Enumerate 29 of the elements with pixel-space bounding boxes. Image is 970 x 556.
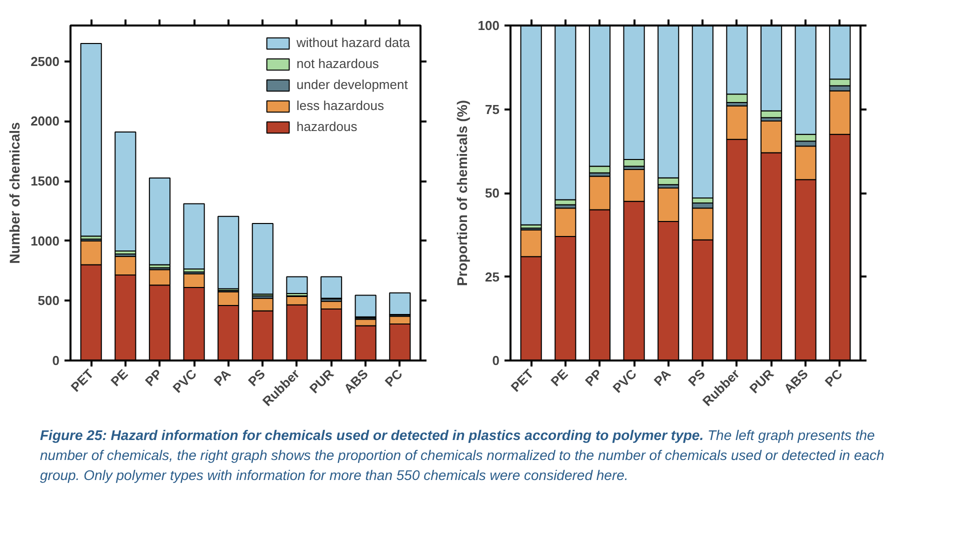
x-tick-label: PC <box>822 366 846 390</box>
y-tick-label: 25 <box>485 269 500 284</box>
legend-label: less hazardous <box>296 98 384 113</box>
y-tick-label: 75 <box>485 102 500 117</box>
y-tick-label: 2500 <box>30 54 60 69</box>
x-tick-label: PC <box>382 366 406 390</box>
x-tick-label: PS <box>685 366 708 390</box>
legend-label: without hazard data <box>296 35 410 50</box>
x-tick-label: PS <box>245 366 268 390</box>
y-axis-title: Proportion of chemicals (%) <box>454 100 470 286</box>
legend-label: not hazardous <box>296 56 379 71</box>
y-axis-title: Number of chemicals <box>6 122 23 264</box>
y-tick-label: 500 <box>38 293 60 308</box>
x-tick-label: PE <box>548 366 571 390</box>
x-tick-label: PP <box>142 366 166 390</box>
y-tick-label: 50 <box>485 186 500 200</box>
y-tick-label: 0 <box>492 353 500 368</box>
y-tick-label: 100 <box>478 18 500 33</box>
x-tick-label: PA <box>210 366 234 389</box>
x-tick-label: PA <box>650 366 674 389</box>
x-tick-label: PE <box>108 366 131 390</box>
legend-label: hazardous <box>296 119 358 134</box>
legend-label: under development <box>296 77 408 92</box>
y-tick-label: 1500 <box>30 174 60 189</box>
y-tick-label: 0 <box>52 353 60 368</box>
y-tick-label: 2000 <box>30 114 60 129</box>
caption: Figure 25: Hazard information for chemicals used or detected in plastics according to polymer type. <box>40 427 704 443</box>
x-tick-label: PP <box>582 366 606 390</box>
y-tick-label: 1000 <box>30 233 60 248</box>
